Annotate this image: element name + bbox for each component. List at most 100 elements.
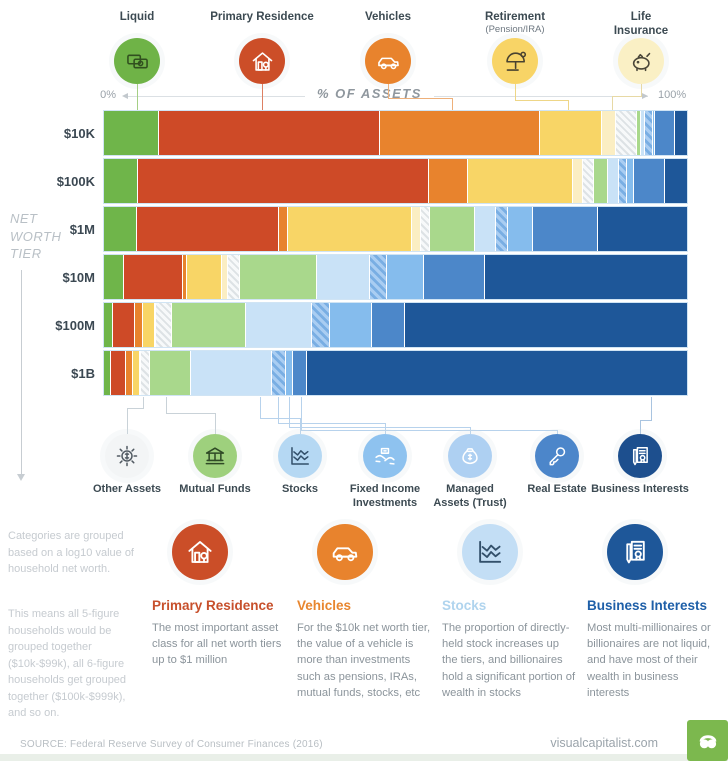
callout-title: Stocks bbox=[442, 598, 487, 613]
bar-segment-10k-managed-assets-trust bbox=[653, 111, 656, 155]
top-legend-label-liquid: Liquid bbox=[119, 11, 155, 23]
bar-segment-10m-retirement-pension-ira bbox=[187, 255, 223, 299]
bottom-legend-label-fixed-income-investments: Fixed Income Investments bbox=[349, 483, 421, 510]
bar-segment-10k-retirement-pension-ira bbox=[540, 111, 602, 155]
bar-segment-1m-life-insurance bbox=[412, 207, 421, 251]
hands-money-icon bbox=[363, 434, 407, 478]
bar-segment-100k-mutual-funds bbox=[594, 159, 609, 203]
tier-label-10m: $10M bbox=[62, 269, 95, 285]
bar-segment-100k-business-interests bbox=[665, 159, 687, 203]
connector-line bbox=[260, 397, 261, 418]
bar-segment-100m-fixed-income-investments bbox=[312, 303, 330, 347]
connector-line bbox=[262, 84, 263, 96]
bar-segment-10m-mutual-funds bbox=[239, 255, 318, 299]
connector-line bbox=[215, 413, 216, 434]
connector-line bbox=[127, 408, 144, 409]
bar-segment-1b-mutual-funds bbox=[150, 351, 191, 395]
bar-segment-100m-retirement-pension-ira bbox=[143, 303, 155, 347]
top-legend-label-primary-residence: Primary Residence bbox=[210, 11, 314, 23]
connector-line bbox=[515, 84, 516, 100]
connector-line bbox=[289, 427, 471, 428]
bar-segments-10k bbox=[103, 110, 688, 156]
connector-line bbox=[278, 397, 279, 423]
house-icon bbox=[239, 38, 285, 84]
bar-segment-1b-fixed-income-investments bbox=[272, 351, 287, 395]
tier-arrow-head-icon bbox=[17, 474, 25, 481]
connector-line bbox=[515, 100, 569, 101]
bottom-legend-label-managed-assets-trust: Managed Assets (Trust) bbox=[433, 483, 507, 510]
bar-segment-10m-primary-residence bbox=[124, 255, 184, 299]
connector-line bbox=[137, 84, 138, 96]
connector-line bbox=[127, 408, 128, 434]
bar-row-1b: $1B bbox=[0, 350, 688, 396]
connector-line bbox=[568, 100, 569, 110]
connector-line bbox=[166, 397, 167, 413]
bar-segment-100k-primary-residence bbox=[137, 159, 429, 203]
bar-segment-1m-business-interests bbox=[597, 207, 687, 251]
bar-segment-1m-vehicles bbox=[278, 207, 288, 251]
bar-segment-1b-business-interests bbox=[307, 351, 687, 395]
callout-house-icon bbox=[172, 524, 228, 580]
bar-segments-1b bbox=[103, 350, 688, 396]
callout-title: Primary Residence bbox=[152, 598, 274, 613]
bottom-legend-label-mutual-funds: Mutual Funds bbox=[179, 483, 251, 495]
bar-segment-100m-stocks bbox=[246, 303, 313, 347]
tier-label-10k: $10K bbox=[63, 125, 95, 141]
connector-line bbox=[166, 413, 216, 414]
bar-row-10k: $10K bbox=[0, 110, 688, 156]
bar-segment-1m-retirement-pension-ira bbox=[287, 207, 413, 251]
bar-segments-100m bbox=[103, 302, 688, 348]
bar-row-1m: $1M bbox=[0, 206, 688, 252]
connector-line bbox=[388, 98, 453, 99]
bar-segment-1m-mutual-funds bbox=[430, 207, 476, 251]
top-legend-sublabel: (Pension/IRA) bbox=[485, 24, 545, 36]
tier-label-100k: $100K bbox=[56, 173, 95, 189]
bar-row-10m: $10M bbox=[0, 254, 688, 300]
bar-segment-1m-other-assets bbox=[420, 207, 431, 251]
bar-segment-10k-primary-residence bbox=[158, 111, 381, 155]
bar-segment-10k-life-insurance bbox=[601, 111, 616, 155]
bar-segment-100k-stocks bbox=[608, 159, 620, 203]
tier-label-100m: $100M bbox=[55, 317, 95, 333]
footer-source: SOURCE: Federal Reserve Survey of Consum… bbox=[20, 739, 323, 750]
connector-line bbox=[640, 420, 652, 421]
connector-line bbox=[278, 423, 386, 424]
bar-segment-1b-liquid bbox=[104, 351, 111, 395]
binoculars-icon bbox=[699, 734, 716, 748]
footer-site-link[interactable]: visualcapitalist.com bbox=[550, 736, 658, 750]
bar-segment-100k-fixed-income-investments bbox=[619, 159, 628, 203]
connector-line bbox=[651, 397, 652, 420]
bar-segment-1b-retirement-pension-ira bbox=[133, 351, 141, 395]
money-icon bbox=[114, 38, 160, 84]
bar-segment-1b-life-insurance bbox=[140, 351, 142, 395]
car-icon bbox=[365, 38, 411, 84]
connector-line bbox=[612, 96, 613, 110]
bar-segment-10k-stocks bbox=[640, 111, 645, 155]
top-legend-label-vehicles: Vehicles bbox=[364, 11, 412, 23]
umbrella-icon bbox=[492, 38, 538, 84]
axis-label-100: 100% bbox=[658, 89, 687, 101]
bar-segment-10k-other-assets bbox=[615, 111, 637, 155]
bar-segment-1b-managed-assets-trust bbox=[286, 351, 294, 395]
bar-segments-100k bbox=[103, 158, 688, 204]
bank-icon bbox=[193, 434, 237, 478]
bar-segment-100m-business-interests bbox=[405, 303, 687, 347]
axis-arrow-left-icon bbox=[122, 93, 128, 99]
bar-segment-10m-liquid bbox=[104, 255, 125, 299]
bar-segment-100k-life-insurance bbox=[572, 159, 583, 203]
bar-segment-1m-primary-residence bbox=[136, 207, 279, 251]
connector-line bbox=[557, 430, 558, 434]
callout-body: The most important asset class for all n… bbox=[152, 622, 282, 667]
bottom-legend-label-business-interests: Business Interests bbox=[591, 483, 689, 495]
bar-segment-1m-liquid bbox=[104, 207, 137, 251]
piggy-icon bbox=[618, 38, 664, 84]
bar-segment-10m-business-interests bbox=[484, 255, 687, 299]
dollar-network-icon bbox=[105, 434, 149, 478]
bar-segment-1m-real-estate bbox=[533, 207, 598, 251]
bar-segment-100m-mutual-funds bbox=[171, 303, 247, 347]
connector-line bbox=[260, 418, 301, 419]
bar-segment-1b-stocks bbox=[190, 351, 273, 395]
